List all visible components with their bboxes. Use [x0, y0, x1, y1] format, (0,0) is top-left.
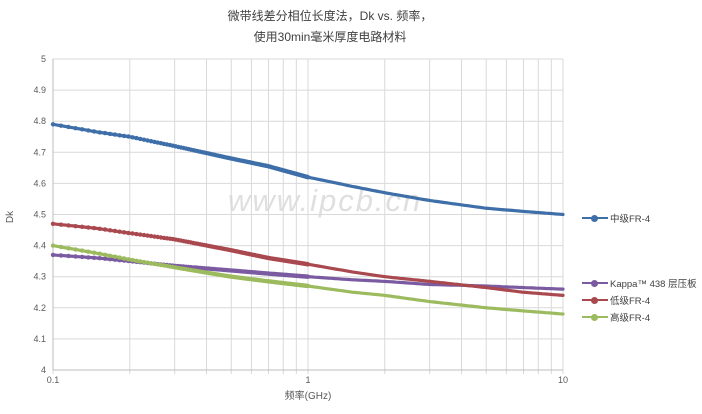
svg-text:10: 10 — [558, 375, 568, 385]
svg-text:4.2: 4.2 — [33, 303, 46, 313]
legend-marker-dot — [591, 296, 598, 304]
legend-marker-line — [582, 313, 608, 321]
svg-text:4.8: 4.8 — [33, 116, 46, 126]
legend-marker-dot — [591, 279, 598, 287]
svg-text:5: 5 — [41, 54, 46, 64]
svg-text:1: 1 — [305, 375, 310, 385]
chart-title-line2: 使用30min毫米厚度电路材料 — [253, 30, 407, 44]
legend-item-mid-grade-fr4: 中级FR-4 — [582, 211, 650, 225]
svg-text:4.3: 4.3 — [33, 272, 46, 282]
svg-text:4.6: 4.6 — [33, 178, 46, 188]
data-series — [50, 122, 565, 316]
legend-marker-dot — [591, 214, 598, 222]
legend: 中级FR-4 Kappa™ 438 层压板 低级FR-4 高级FR-4 — [582, 0, 702, 414]
svg-text:4.4: 4.4 — [33, 241, 46, 251]
legend-label: 低级FR-4 — [610, 296, 651, 307]
x-axis-title: 频率(GHz) — [285, 389, 332, 402]
svg-text:4.1: 4.1 — [33, 334, 46, 344]
svg-text:4.7: 4.7 — [33, 147, 46, 157]
y-axis-title: Dk — [5, 210, 16, 223]
watermark: www.ipcb.cn — [228, 183, 423, 218]
legend-label: 中级FR-4 — [610, 214, 651, 225]
x-axis-tick-labels: 0.1 1 10 — [47, 375, 568, 385]
legend-label: Kappa™ 438 层压板 — [610, 279, 697, 290]
legend-marker-dot — [591, 313, 598, 321]
legend-marker-line — [582, 214, 608, 222]
svg-text:0.1: 0.1 — [47, 375, 60, 385]
chart-title: 微带线差分相位长度法，Dk vs. 频率， 使用30min毫米厚度电路材料 — [0, 6, 660, 48]
legend-item-low-grade-fr4: 低级FR-4 — [582, 293, 650, 307]
svg-text:4: 4 — [41, 365, 46, 375]
chart-title-line1: 微带线差分相位长度法，Dk vs. 频率， — [227, 9, 433, 23]
legend-item-high-grade-fr4: 高级FR-4 — [582, 310, 650, 324]
legend-item-kappa-438-laminate: Kappa™ 438 层压板 — [582, 276, 697, 290]
svg-text:4.9: 4.9 — [33, 85, 46, 95]
legend-marker-line — [582, 279, 608, 287]
legend-label: 高级FR-4 — [610, 313, 651, 324]
svg-text:4.5: 4.5 — [33, 210, 46, 220]
axis-lines — [52, 59, 563, 371]
y-axis-tick-labels: 5 4.9 4.8 4.7 4.6 4.5 4.4 4.3 4.2 4.1 4 — [33, 54, 46, 375]
legend-marker-line — [582, 296, 608, 304]
